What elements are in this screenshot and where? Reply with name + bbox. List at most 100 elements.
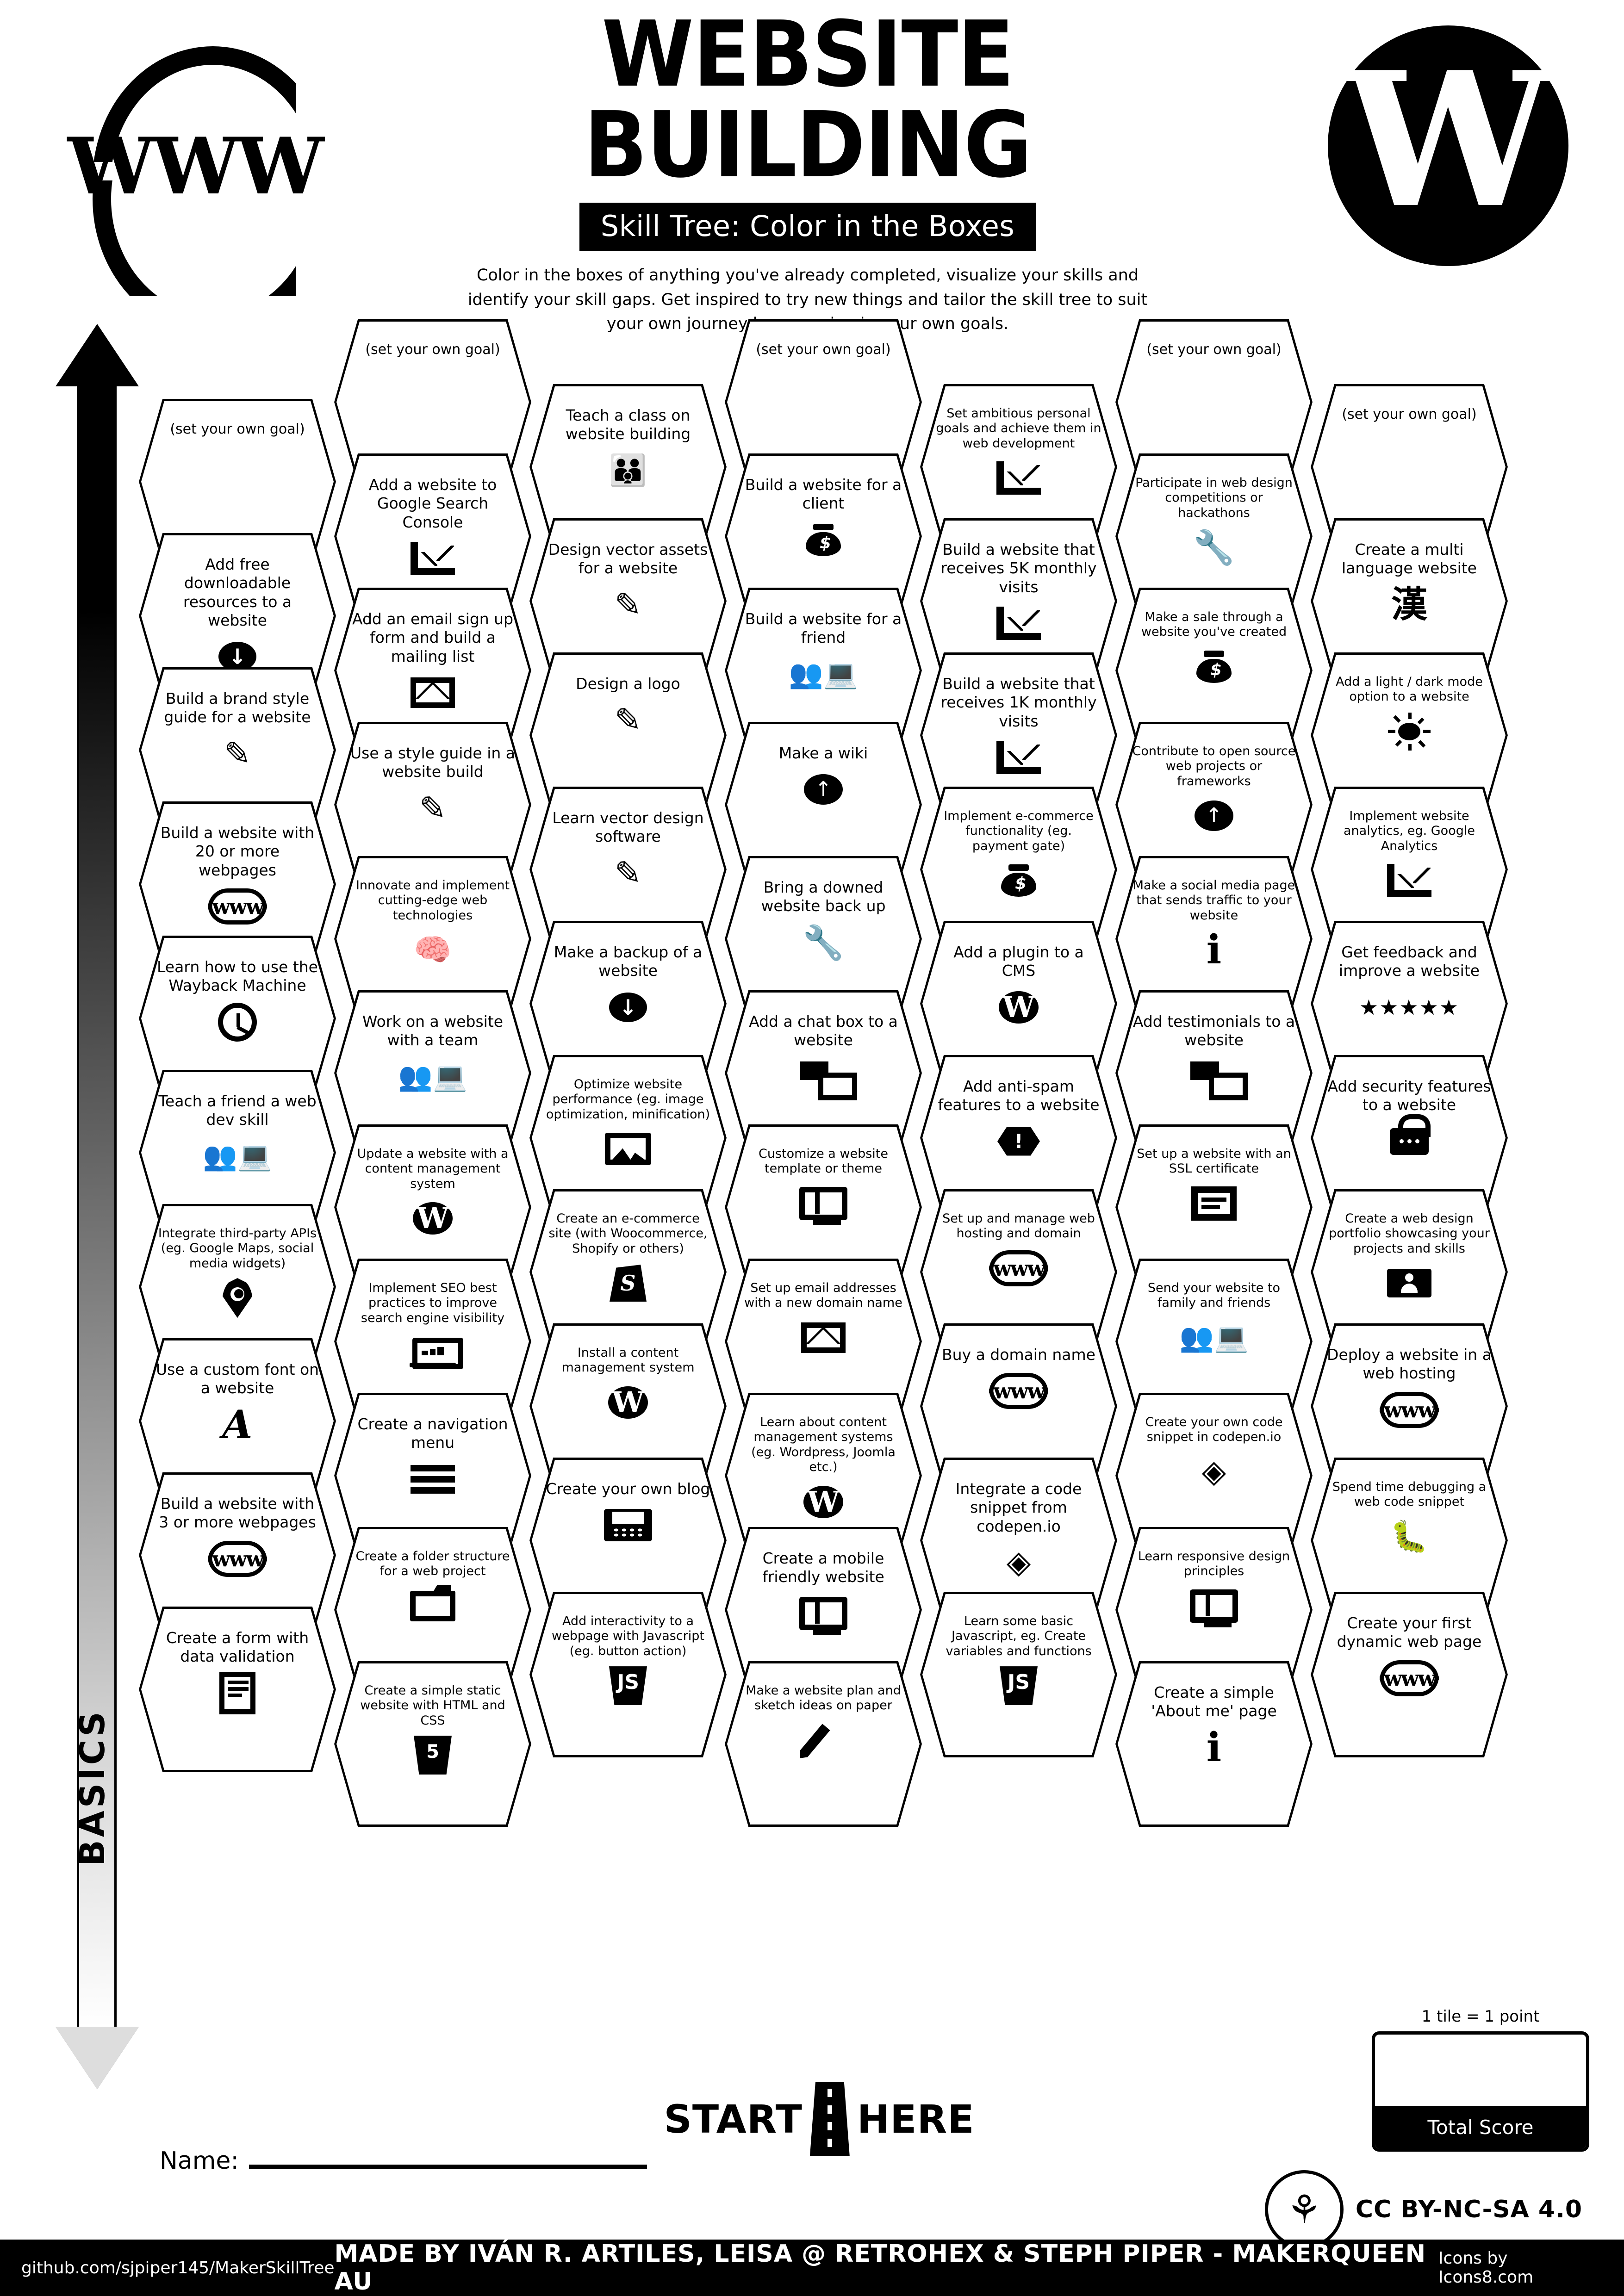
tile-content: Create an e-commerce site (with Woocomme… — [543, 1199, 713, 1304]
tile-content: Update a website with a content manageme… — [348, 1135, 517, 1240]
skill-tile[interactable]: Learn some basic Javascript, eg. Create … — [920, 1592, 1117, 1757]
name-field[interactable]: Name: — [160, 2147, 647, 2175]
tile-content: Add a plugin to a CMS W — [934, 931, 1103, 1029]
tile-label: Set ambitious personal goals and achieve… — [936, 406, 1101, 451]
skill-tile[interactable]: Create a simple static website with HTML… — [334, 1661, 531, 1827]
tile-fill-area[interactable] — [1118, 1663, 1310, 1824]
tile-label: Buy a domain name — [942, 1346, 1095, 1364]
road-icon — [809, 2082, 850, 2156]
total-score-box[interactable]: 1 tile = 1 point Total Score — [1372, 2007, 1589, 2152]
kanji-icon: 漢 — [1391, 583, 1427, 626]
tile-label: Make a sale through a website you've cre… — [1141, 610, 1287, 639]
footer-repo-link[interactable]: github.com/sjpiper145/MakerSkillTree — [21, 2258, 335, 2277]
two-people-laptop-icon: 👥💻 — [789, 658, 858, 690]
tile-label: Add a chat box to a website — [749, 1012, 898, 1049]
tile-label: Build a website for a client — [745, 476, 902, 513]
tile-icon: ↓ — [218, 635, 256, 678]
skill-tile[interactable]: Create your first dynamic web page www — [1311, 1592, 1508, 1757]
tile-icon: 5 — [414, 1734, 452, 1776]
tile-icon: 👥💻 — [398, 1055, 467, 1098]
tile-icon: ✎ — [419, 787, 447, 830]
tile-label: Integrate third-party APIs (eg. Google M… — [158, 1226, 317, 1271]
tile-icon: S — [610, 1262, 647, 1304]
tile-label: Install a content management system — [561, 1346, 695, 1375]
skill-tile[interactable]: Make a website plan and sketch ideas on … — [725, 1661, 922, 1827]
tile-content: Install a content management system W — [543, 1334, 713, 1424]
tile-content: Add a website to Google Search Console — [348, 464, 517, 580]
tile-label: Set up and manage web hosting and domain — [942, 1211, 1095, 1241]
tile-label: Make a wiki — [778, 744, 868, 762]
tile-content: Add interactivity to a webpage with Java… — [543, 1602, 713, 1707]
tile-icon — [799, 1592, 847, 1635]
tile-content: Innovate and implement cutting-edge web … — [348, 866, 517, 971]
skill-tile[interactable]: Add interactivity to a webpage with Java… — [529, 1592, 727, 1757]
line-chart-icon — [1387, 864, 1431, 898]
tile-content: Create a mobile friendly website — [739, 1537, 908, 1635]
axis-arrow-up-icon — [56, 324, 139, 386]
score-input-area[interactable]: Total Score — [1372, 2031, 1589, 2152]
tile-label: Deploy a website in a web hosting — [1327, 1346, 1492, 1383]
tile-label: Get feedback and improve a website — [1338, 943, 1480, 980]
tile-icon: i — [1207, 1726, 1222, 1769]
two-people-laptop-icon: 👥💻 — [203, 1140, 272, 1173]
www-globe-icon: www — [212, 1544, 264, 1574]
tile-label: Create a folder structure for a web proj… — [355, 1549, 510, 1579]
tile-label: Set up a website with an SSL certificate — [1137, 1147, 1291, 1176]
download-circle-icon: ↓ — [218, 642, 256, 671]
bug-icon: 🐛 — [1390, 1518, 1429, 1554]
tile-content: Add anti-spam features to a website! — [934, 1065, 1103, 1163]
footer-credits: MADE BY IVÁN R. ARTILES, LEISA @ RETROHE… — [334, 2240, 1426, 2296]
lock-icon — [1390, 1114, 1431, 1155]
money-bag-icon: $ — [996, 864, 1041, 897]
skill-tile[interactable]: Create a simple 'About me' page i — [1115, 1661, 1313, 1827]
tile-label: Create a multi language website — [1342, 540, 1477, 577]
tile-label: Design vector assets for a website — [548, 540, 708, 577]
tile-label: Create a form with data validation — [166, 1629, 309, 1666]
tile-label: Integrate a code snippet from codepen.io — [955, 1480, 1082, 1535]
name-input-line[interactable] — [249, 2165, 647, 2169]
tile-label: Innovate and implement cutting-edge web … — [355, 878, 510, 923]
tile-icon: www — [1384, 1657, 1436, 1700]
tile-content: Learn how to use the Wayback Machine — [153, 946, 322, 1043]
tile-label: Teach a class on website building — [565, 406, 691, 443]
tile-label: Learn about content management systems (… — [751, 1415, 896, 1475]
codepen-icon: ◈ — [1201, 1453, 1226, 1490]
tile-icon — [996, 602, 1041, 645]
tile-label: Add interactivity to a webpage with Java… — [552, 1614, 704, 1658]
skill-tile[interactable]: Bring a downed website back up 🔧 — [725, 856, 922, 1022]
intro-paragraph: Color in the boxes of anything you've al… — [467, 266, 1148, 333]
tile-label: Build a website that receives 5K monthly… — [940, 540, 1097, 596]
tile-content: Create a simple static website with HTML… — [348, 1671, 517, 1776]
name-label: Name: — [160, 2147, 239, 2175]
tile-content: Participate in web design competitions o… — [1129, 464, 1299, 569]
tile-label: Implement website analytics, eg. Google … — [1344, 809, 1475, 853]
tile-fill-area[interactable] — [727, 1663, 920, 1824]
line-chart-icon — [996, 461, 1041, 495]
pen-tool-icon: ✎ — [614, 585, 642, 624]
footer-icons-credit[interactable]: Icons by Icons8.com — [1438, 2249, 1534, 2287]
tile-content: Design vector assets for a website ✎ — [543, 528, 713, 626]
wordpress-logo-letter: W — [1344, 31, 1552, 249]
license-row: ⚘ CC BY-NC-SA 4.0 — [1264, 2170, 1582, 2249]
www-globe-icon: www — [993, 1376, 1045, 1406]
tile-icon: ↑ — [804, 768, 843, 811]
upload-circle-icon: ↑ — [1195, 800, 1233, 832]
tile-label: Send your website to family and friends — [1147, 1281, 1281, 1310]
tile-content: Buy a domain name www — [934, 1334, 1103, 1412]
tile-content: (set your own goal) — [348, 329, 517, 359]
tile-label: Optimize website performance (eg. image … — [546, 1077, 710, 1122]
tile-content: Optimize website performance (eg. image … — [543, 1065, 713, 1170]
tile-content: Set up a website with an SSL certificate — [1129, 1135, 1299, 1225]
envelope-icon — [411, 677, 455, 708]
tile-content: Teach a friend a web dev skill 👥💻 — [153, 1080, 322, 1178]
tile-icon — [410, 1585, 455, 1627]
axis-arrow-down-icon — [56, 2027, 139, 2089]
tile-content: Learn some basic Javascript, eg. Create … — [934, 1602, 1103, 1707]
tile-content: Make a sale through a website you've cre… — [1129, 598, 1299, 688]
id-badge-icon — [1387, 1269, 1431, 1298]
teacher-icon: 👪 — [609, 452, 647, 488]
tile-icon: 👪 — [609, 449, 647, 492]
tile-content: Add a light / dark mode option to a webs… — [1325, 663, 1494, 753]
skill-tile[interactable]: Create a form with data validation — [139, 1607, 336, 1772]
form-icon — [219, 1671, 255, 1714]
